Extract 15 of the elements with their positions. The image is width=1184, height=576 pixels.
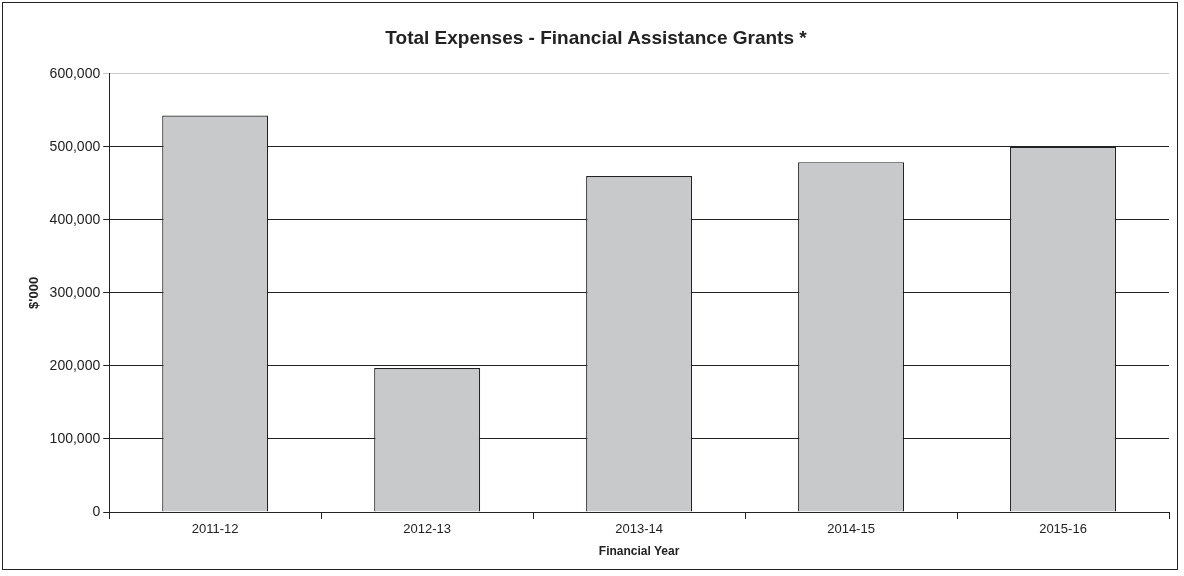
y-tick-label: 400,000 bbox=[49, 210, 101, 227]
y-axis-title: $'000 bbox=[26, 276, 42, 309]
y-tick-label: 100,000 bbox=[49, 429, 101, 446]
x-tick-label: 2013-14 bbox=[615, 521, 663, 537]
y-tick-label: 300,000 bbox=[49, 283, 101, 300]
chart-title: Total Expenses - Financial Assistance Grants * bbox=[385, 26, 808, 48]
y-tick-label: 0 bbox=[92, 502, 101, 519]
y-tick-label: 600,000 bbox=[49, 64, 101, 81]
x-axis-title: Financial Year bbox=[598, 544, 680, 559]
x-tick-label: 2012-13 bbox=[403, 521, 451, 537]
x-tick-label: 2014-15 bbox=[827, 521, 875, 537]
x-tick-label: 2015-16 bbox=[1039, 521, 1087, 537]
x-tick-label: 2011-12 bbox=[191, 521, 239, 537]
y-tick-label: 500,000 bbox=[49, 137, 101, 154]
y-tick-label: 200,000 bbox=[49, 356, 101, 373]
